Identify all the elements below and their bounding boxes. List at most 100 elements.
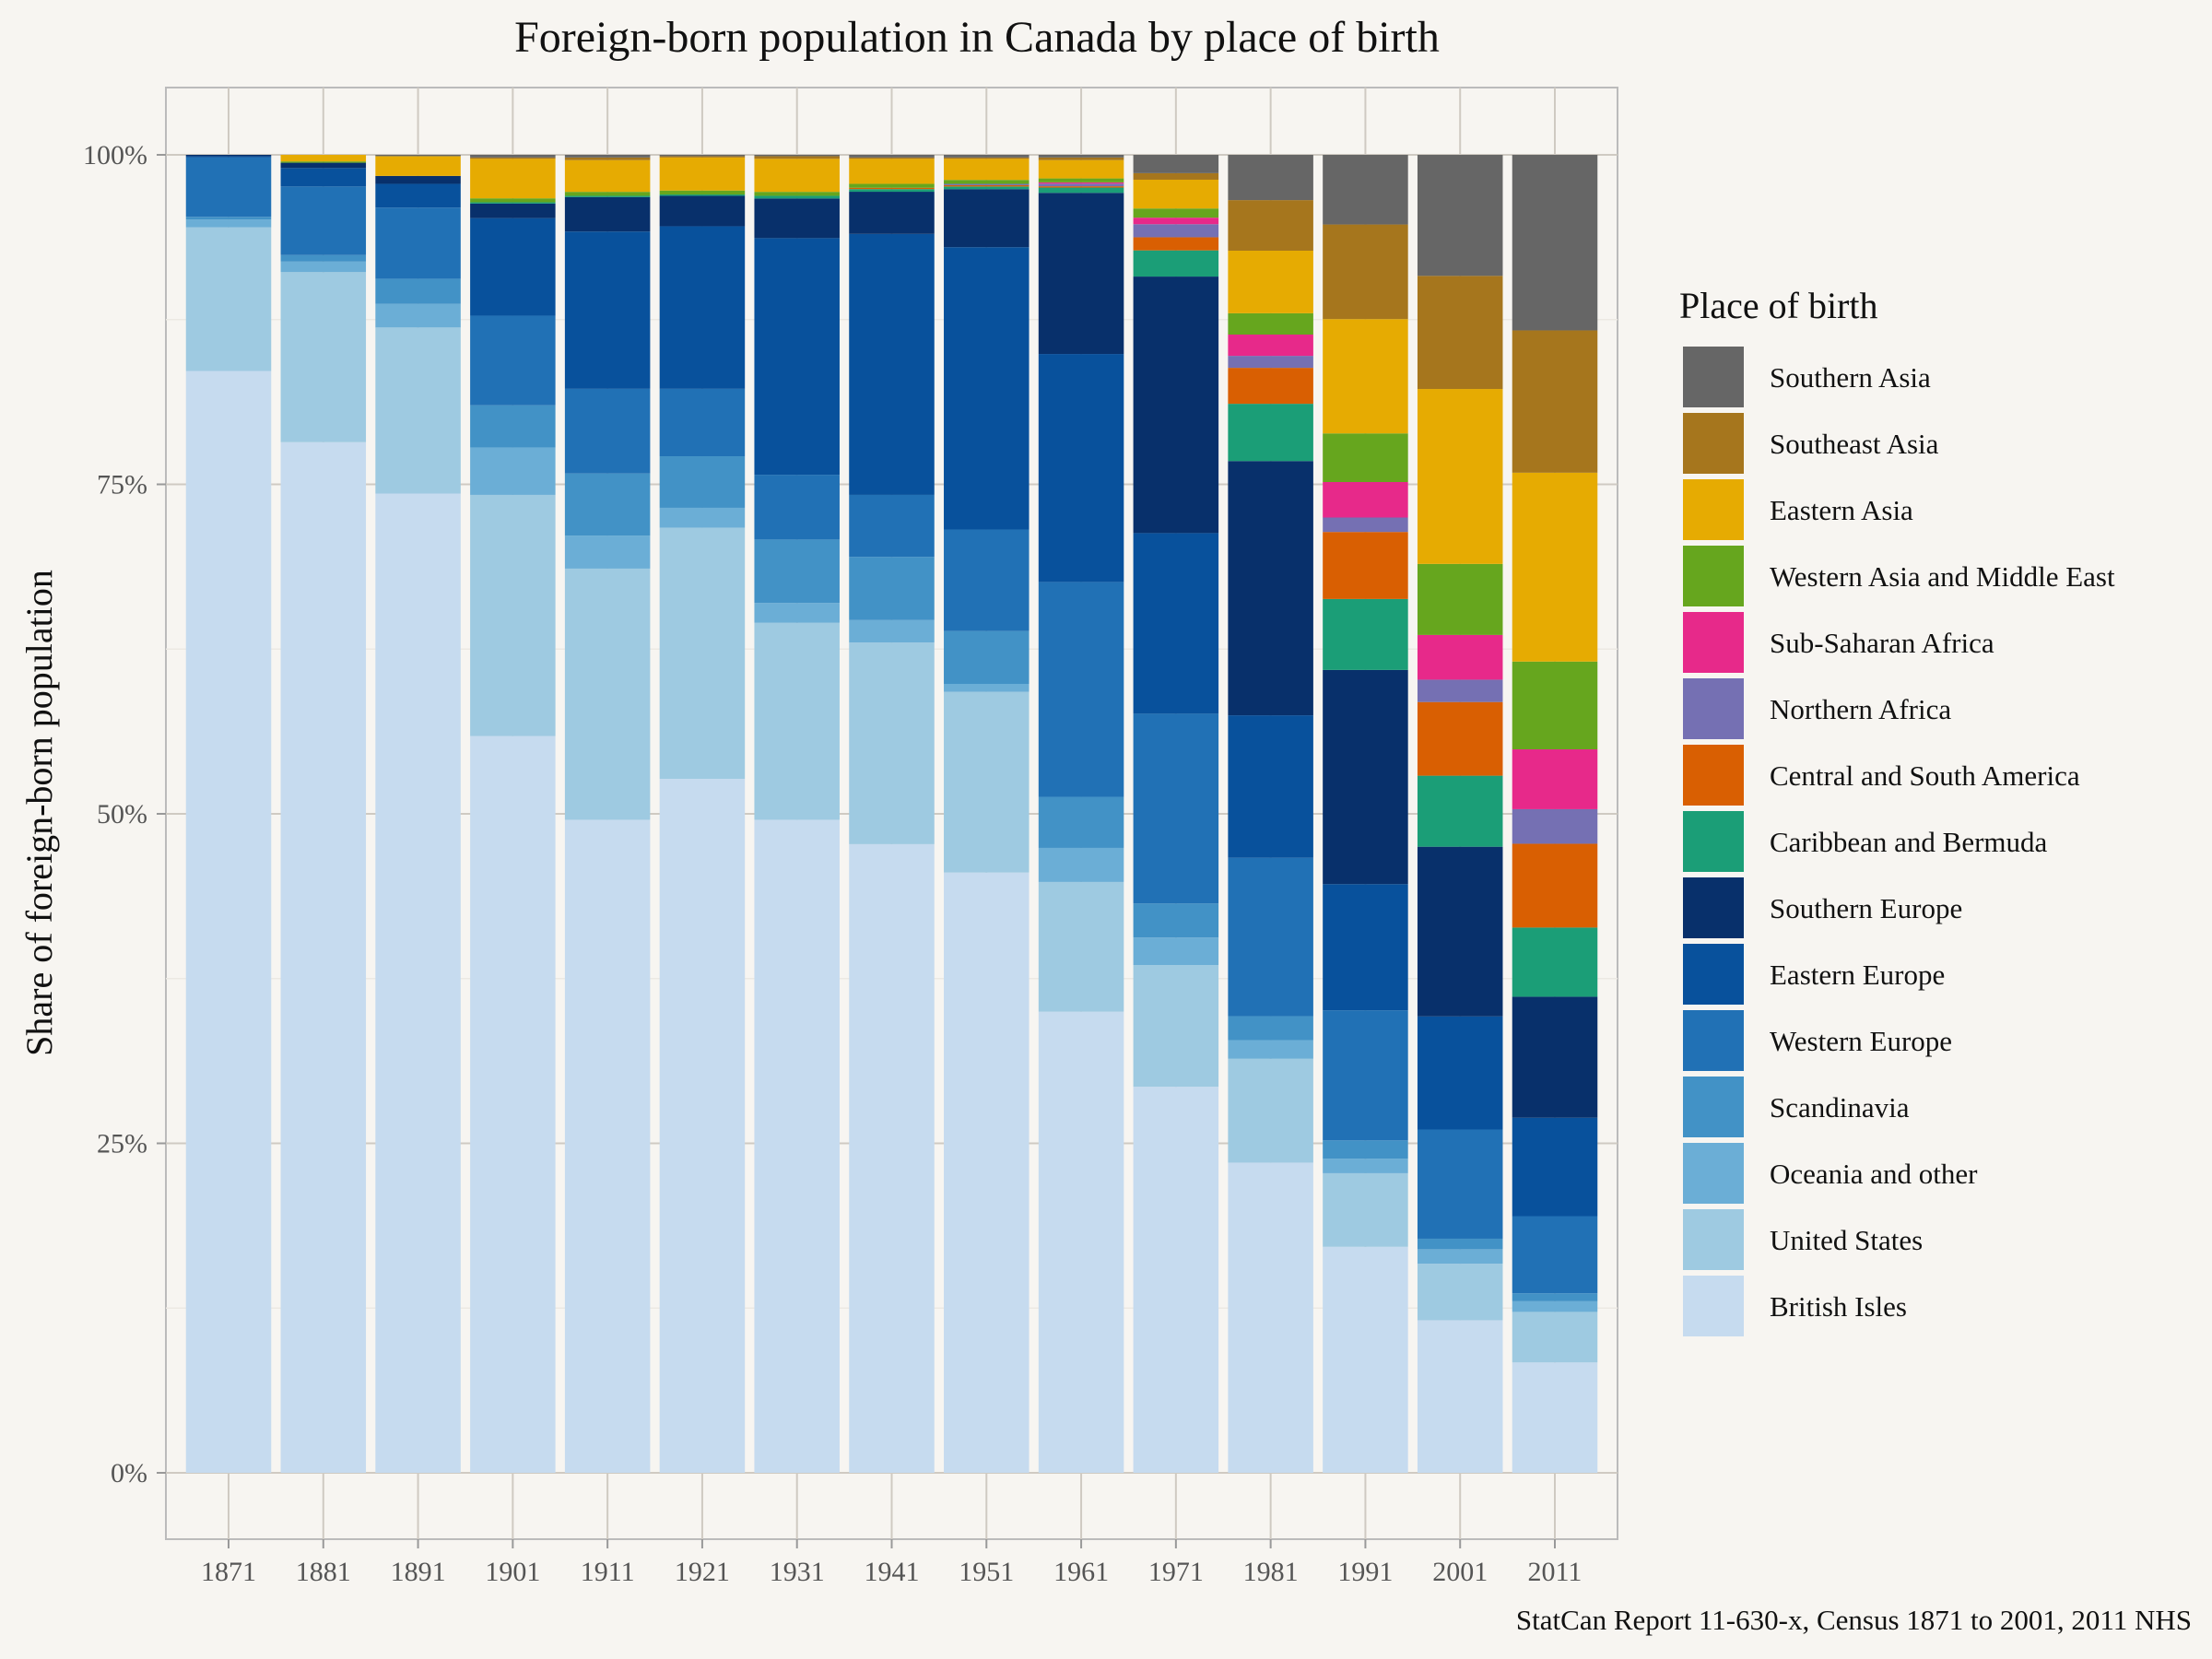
bar-segment xyxy=(470,735,556,1473)
x-tick-label: 2001 xyxy=(1432,1557,1488,1587)
bar-segment xyxy=(1228,200,1313,251)
legend-title: Place of birth xyxy=(1679,285,1878,326)
x-tick-label: 1961 xyxy=(1053,1557,1109,1587)
bar-segment xyxy=(1512,808,1598,844)
bar-segment xyxy=(1512,1362,1598,1473)
legend-label: Northern Africa xyxy=(1770,693,1951,725)
bar-segment xyxy=(1228,312,1313,335)
bar-segment xyxy=(564,568,651,820)
bar-segment xyxy=(944,630,1030,685)
bar-segment xyxy=(1417,1249,1503,1265)
legend-key xyxy=(1683,811,1744,872)
legend-label: Western Europe xyxy=(1770,1025,1952,1057)
bar-segment xyxy=(1228,461,1313,716)
bar-segment xyxy=(1133,903,1219,938)
bar-segment xyxy=(470,203,556,218)
bar-segment xyxy=(1512,996,1598,1118)
bar-segment xyxy=(659,156,746,158)
bar-segment xyxy=(1417,1264,1503,1321)
bar-segment xyxy=(1512,1117,1598,1217)
bar-segment xyxy=(1323,517,1408,533)
bar-segment xyxy=(1038,193,1124,355)
bar-segment xyxy=(280,161,367,163)
bar-segment xyxy=(1512,927,1598,997)
bar-segment xyxy=(470,198,556,203)
bar-segment xyxy=(944,159,1030,181)
bar-segment xyxy=(470,218,556,316)
legend-key xyxy=(1683,347,1744,407)
bar-segment xyxy=(1323,1172,1408,1247)
bar-segment xyxy=(1417,775,1503,847)
bar-segment xyxy=(1133,179,1219,209)
bar-segment xyxy=(280,261,367,273)
bar-segment xyxy=(375,207,461,279)
y-tick-label: 75% xyxy=(97,470,147,500)
bar-segment xyxy=(185,219,272,228)
bar-segment xyxy=(1323,1010,1408,1141)
bar-segment xyxy=(1228,251,1313,313)
x-tick-label: 1911 xyxy=(581,1557,635,1587)
legend-label: Western Asia and Middle East xyxy=(1770,560,2115,593)
bar-segment xyxy=(1512,843,1598,928)
bar-segment xyxy=(1512,1216,1598,1294)
bar-segment xyxy=(944,691,1030,873)
bar-segment xyxy=(659,388,746,457)
x-tick-label: 1971 xyxy=(1148,1557,1204,1587)
legend-key xyxy=(1683,1276,1744,1336)
legend-key xyxy=(1683,546,1744,606)
bar-segment xyxy=(754,192,840,196)
x-tick-label: 1881 xyxy=(296,1557,351,1587)
bar-segment xyxy=(944,155,1030,158)
bar-segment xyxy=(1228,857,1313,1017)
legend-key xyxy=(1683,1143,1744,1204)
bar-segment xyxy=(564,231,651,389)
bar-segment xyxy=(564,195,651,197)
bar-segment xyxy=(564,192,651,196)
bar-segment xyxy=(375,175,461,184)
bar-segment xyxy=(280,155,367,162)
bar-segment xyxy=(185,227,272,371)
bar-segment xyxy=(1512,1300,1598,1312)
bar-segment xyxy=(944,184,1030,187)
bar-segment xyxy=(1228,715,1313,858)
bar-segment xyxy=(1512,661,1598,750)
bar-segment xyxy=(1038,796,1124,848)
bar-segment xyxy=(659,155,746,157)
bar-segment xyxy=(1323,319,1408,434)
bar-segment xyxy=(1228,368,1313,405)
bar-segment xyxy=(1417,389,1503,564)
bar-segment xyxy=(375,493,461,1473)
bar-segment xyxy=(470,159,556,199)
caption: StatCan Report 11-630-x, Census 1871 to … xyxy=(1516,1604,2192,1636)
bar-segment xyxy=(280,254,367,262)
bar-segment xyxy=(754,475,840,540)
legend-label: Southern Asia xyxy=(1770,361,1931,394)
bar-segment xyxy=(564,819,651,1473)
bar-segment xyxy=(659,190,746,195)
bar-segment xyxy=(1512,472,1598,662)
bar-segment xyxy=(1228,404,1313,462)
bar-segment xyxy=(944,189,1030,248)
bar-segment xyxy=(375,278,461,304)
bar-segment xyxy=(564,157,651,160)
legend-label: Southern Europe xyxy=(1770,892,1962,924)
bar-segment xyxy=(944,186,1030,190)
bar-segment xyxy=(1512,749,1598,809)
legend-label: Eastern Asia xyxy=(1770,494,1913,526)
bar-segment xyxy=(754,155,840,157)
bar-segment xyxy=(1228,1162,1313,1473)
bar-segment xyxy=(470,494,556,736)
bar-segment xyxy=(1228,1040,1313,1059)
bar-segment xyxy=(849,642,935,844)
bar-segment xyxy=(1038,178,1124,182)
bar-segment xyxy=(564,473,651,536)
bar-segment xyxy=(659,195,746,227)
bar-segment xyxy=(754,156,840,159)
legend-label: Caribbean and Bermuda xyxy=(1770,826,2048,858)
bar-segment xyxy=(1038,847,1124,882)
bar-segment xyxy=(1133,937,1219,966)
legend-label: Sub-Saharan Africa xyxy=(1770,627,1994,659)
bar-segment xyxy=(1323,155,1408,225)
bar-segment xyxy=(1323,1246,1408,1473)
